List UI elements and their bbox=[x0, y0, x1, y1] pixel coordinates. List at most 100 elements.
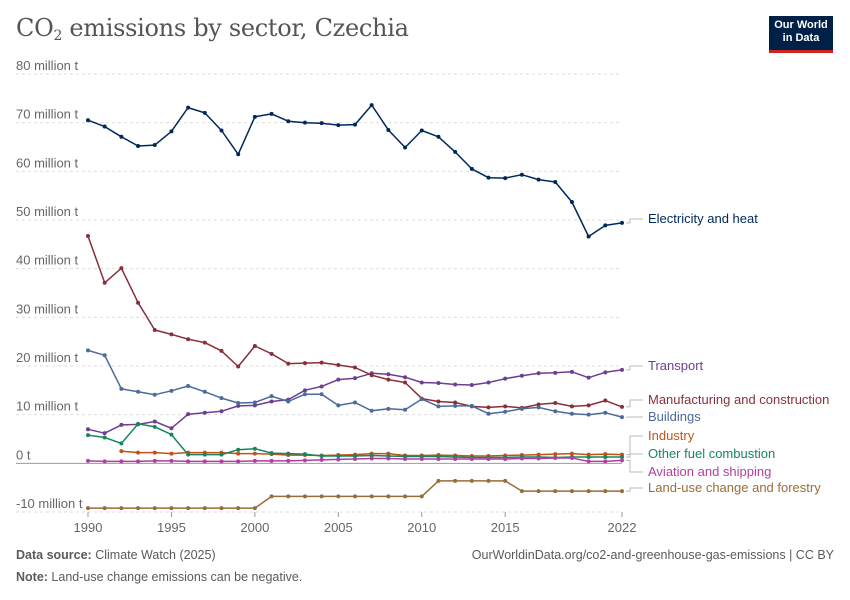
data-point-aviation-and-shipping bbox=[102, 459, 107, 464]
data-point-land-use-change-and-forestry bbox=[319, 494, 324, 499]
data-point-industry bbox=[236, 451, 241, 456]
data-point-manufacturing-and-construction bbox=[286, 361, 291, 366]
data-point-manufacturing-and-construction bbox=[186, 337, 191, 342]
data-point-other-fuel-combustion bbox=[286, 451, 291, 456]
y-tick-label: 80 million t bbox=[16, 58, 79, 73]
data-point-transport bbox=[386, 372, 391, 377]
data-point-transport bbox=[119, 422, 124, 427]
data-point-buildings bbox=[102, 353, 107, 358]
data-point-land-use-change-and-forestry bbox=[486, 478, 491, 483]
data-point-aviation-and-shipping bbox=[369, 456, 374, 461]
data-point-electricity-and-heat bbox=[86, 118, 90, 123]
data-point-electricity-and-heat bbox=[186, 105, 191, 110]
data-point-transport bbox=[202, 410, 207, 415]
data-point-aviation-and-shipping bbox=[219, 459, 224, 464]
legend-label-land-use-change-and-forestry: Land-use change and forestry bbox=[648, 480, 821, 495]
data-point-transport bbox=[536, 371, 541, 376]
data-point-land-use-change-and-forestry bbox=[86, 506, 90, 511]
data-point-other-fuel-combustion bbox=[86, 433, 90, 438]
data-point-electricity-and-heat bbox=[436, 134, 441, 139]
data-point-electricity-and-heat bbox=[403, 145, 408, 150]
data-point-industry bbox=[553, 452, 558, 457]
data-point-other-fuel-combustion bbox=[236, 447, 241, 452]
data-point-manufacturing-and-construction bbox=[102, 280, 107, 285]
data-point-transport bbox=[436, 381, 441, 386]
data-point-aviation-and-shipping bbox=[536, 456, 541, 461]
data-point-buildings bbox=[603, 410, 608, 415]
data-point-buildings bbox=[469, 403, 474, 408]
data-point-aviation-and-shipping bbox=[436, 456, 441, 461]
y-tick-label: 70 million t bbox=[16, 107, 79, 122]
data-point-manufacturing-and-construction bbox=[453, 400, 458, 405]
data-point-buildings bbox=[236, 400, 241, 405]
data-point-transport bbox=[302, 388, 307, 393]
data-point-industry bbox=[119, 449, 124, 454]
data-point-transport bbox=[86, 427, 90, 432]
data-point-buildings bbox=[569, 411, 574, 416]
data-point-electricity-and-heat bbox=[136, 144, 141, 149]
data-point-land-use-change-and-forestry bbox=[219, 506, 224, 511]
data-point-land-use-change-and-forestry bbox=[620, 489, 624, 494]
data-point-buildings bbox=[86, 348, 90, 353]
legend-connector-other-fuel-combustion bbox=[626, 453, 643, 458]
data-point-other-fuel-combustion bbox=[586, 455, 591, 460]
x-tick-label: 2015 bbox=[491, 520, 520, 535]
data-point-electricity-and-heat bbox=[319, 121, 324, 126]
legend-connector-land-use-change-and-forestry bbox=[626, 487, 643, 492]
data-point-manufacturing-and-construction bbox=[219, 348, 224, 353]
data-point-manufacturing-and-construction bbox=[353, 365, 357, 370]
data-point-land-use-change-and-forestry bbox=[536, 489, 541, 494]
owid-logo[interactable]: Our World in Data bbox=[769, 16, 833, 53]
y-tick-label: 10 million t bbox=[16, 399, 79, 414]
data-point-aviation-and-shipping bbox=[202, 459, 207, 464]
data-point-electricity-and-heat bbox=[102, 124, 107, 129]
data-point-industry bbox=[569, 451, 574, 456]
data-point-electricity-and-heat bbox=[620, 220, 624, 225]
data-point-transport bbox=[152, 419, 157, 424]
data-point-buildings bbox=[553, 409, 558, 414]
data-point-land-use-change-and-forestry bbox=[369, 494, 374, 499]
legend-connector-aviation-and-shipping bbox=[626, 459, 643, 473]
x-tick-label: 2022 bbox=[608, 520, 637, 535]
data-point-buildings bbox=[202, 389, 207, 394]
data-point-transport bbox=[569, 369, 574, 374]
data-point-aviation-and-shipping bbox=[569, 455, 574, 460]
data-point-buildings bbox=[136, 389, 141, 394]
data-point-other-fuel-combustion bbox=[219, 452, 224, 457]
data-point-aviation-and-shipping bbox=[519, 456, 524, 461]
data-point-buildings bbox=[386, 406, 391, 411]
data-point-transport bbox=[236, 403, 241, 408]
data-point-other-fuel-combustion bbox=[353, 454, 357, 459]
data-point-electricity-and-heat bbox=[119, 134, 124, 139]
y-tick-label: 20 million t bbox=[16, 350, 79, 365]
series-line-buildings bbox=[87, 349, 623, 418]
data-point-buildings bbox=[436, 404, 441, 409]
data-point-land-use-change-and-forestry bbox=[403, 494, 408, 499]
source-url[interactable]: OurWorldinData.org/co2-and-greenhouse-ga… bbox=[471, 548, 834, 562]
data-point-buildings bbox=[486, 411, 491, 416]
logo-line-1: Our World bbox=[774, 19, 828, 31]
data-point-land-use-change-and-forestry bbox=[603, 489, 608, 494]
data-point-other-fuel-combustion bbox=[119, 441, 124, 446]
data-point-electricity-and-heat bbox=[286, 119, 291, 124]
data-point-manufacturing-and-construction bbox=[302, 361, 307, 366]
data-point-land-use-change-and-forestry bbox=[169, 506, 174, 511]
data-point-manufacturing-and-construction bbox=[553, 400, 558, 405]
legend-label-industry: Industry bbox=[648, 428, 695, 443]
y-tick-label: 50 million t bbox=[16, 204, 79, 219]
data-point-manufacturing-and-construction bbox=[336, 363, 341, 368]
data-point-other-fuel-combustion bbox=[620, 455, 624, 460]
data-point-other-fuel-combustion bbox=[269, 451, 274, 456]
data-point-electricity-and-heat bbox=[586, 234, 591, 239]
data-point-land-use-change-and-forestry bbox=[519, 489, 524, 494]
data-point-electricity-and-heat bbox=[603, 223, 608, 228]
data-point-buildings bbox=[269, 394, 274, 399]
logo-line-2: in Data bbox=[782, 32, 820, 44]
data-point-manufacturing-and-construction bbox=[386, 377, 391, 382]
data-point-land-use-change-and-forestry bbox=[252, 506, 257, 511]
data-point-transport bbox=[269, 399, 274, 404]
x-tick-label: 2000 bbox=[240, 520, 269, 535]
data-point-other-fuel-combustion bbox=[102, 435, 107, 440]
x-tick-label: 2010 bbox=[407, 520, 436, 535]
